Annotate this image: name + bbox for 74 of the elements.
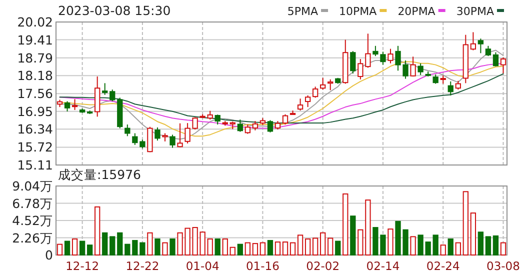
bar [260,242,266,256]
bar [162,242,168,256]
bar [154,238,160,256]
bar [170,238,176,256]
bar [335,240,341,256]
bar [72,238,78,256]
x-tick-label: 12-12 [66,259,100,273]
chart-title: 2023-03-08 15:30 [58,3,171,18]
bar [94,206,100,256]
bar [500,242,506,256]
y-tick-label: 17.56 [17,86,54,102]
y-tick-label: 18.79 [17,50,54,66]
bar [64,240,70,256]
y-tick-label: 9.04万 [12,178,53,194]
legend-label: 20PMA [398,5,436,18]
x-tick-label: 02-24 [426,259,460,273]
chart-title: 成交量:15976 [58,167,142,182]
bar [79,240,86,256]
bar [350,216,356,256]
bar [432,234,438,256]
bar [448,238,454,256]
bar [267,240,274,256]
bar [328,238,334,256]
bar [230,246,236,256]
bar [214,238,220,256]
y-tick-label: 2.26万 [12,230,53,246]
x-tick-label: 03-08 [486,259,520,273]
y-tick-label: 19.41 [17,32,53,48]
y-tick-label: 18.18 [17,68,54,84]
bar [410,236,416,256]
bar [102,232,108,256]
y-tick-label: 0 [45,248,54,262]
bar [290,242,296,256]
bar [147,232,153,256]
bar [110,236,116,256]
bar [320,232,326,256]
bar [56,244,63,256]
y-tick-label: 4.52万 [12,213,53,228]
x-tick-label: 01-04 [186,259,220,273]
x-tick-label: 02-14 [366,259,400,273]
x-tick-label: 12-22 [126,259,160,273]
bar [342,193,348,256]
y-tick-label: 15.72 [17,140,53,155]
y-tick-label: 15.11 [17,158,53,172]
x-tick-label: 02-02 [306,259,340,273]
bar [124,244,130,256]
bar [207,238,213,256]
legend-label: 5PMA [287,5,318,18]
y-tick-label: 6.78万 [12,196,53,211]
y-tick-label: 16.34 [17,122,54,137]
bar [478,232,484,256]
bar [297,234,304,256]
bar [455,242,461,256]
bar [304,238,311,256]
bar [462,191,468,256]
bar [492,235,499,256]
bar [312,238,318,256]
bar [117,232,123,256]
bar [470,212,476,256]
bar [86,244,93,256]
legend-label: 30PMA [456,5,494,18]
bar [222,238,228,256]
bar [237,244,243,256]
bar [485,236,492,256]
legend-label: 10PMA [339,5,378,18]
bar [252,243,258,256]
bar [440,244,446,256]
y-tick-label: 16.95 [17,104,53,119]
bar [282,242,288,256]
x-tick-label: 01-16 [246,259,280,273]
bar [244,242,251,256]
bar [274,242,281,256]
y-tick-label: 20.02 [17,14,53,30]
bar [388,228,394,256]
